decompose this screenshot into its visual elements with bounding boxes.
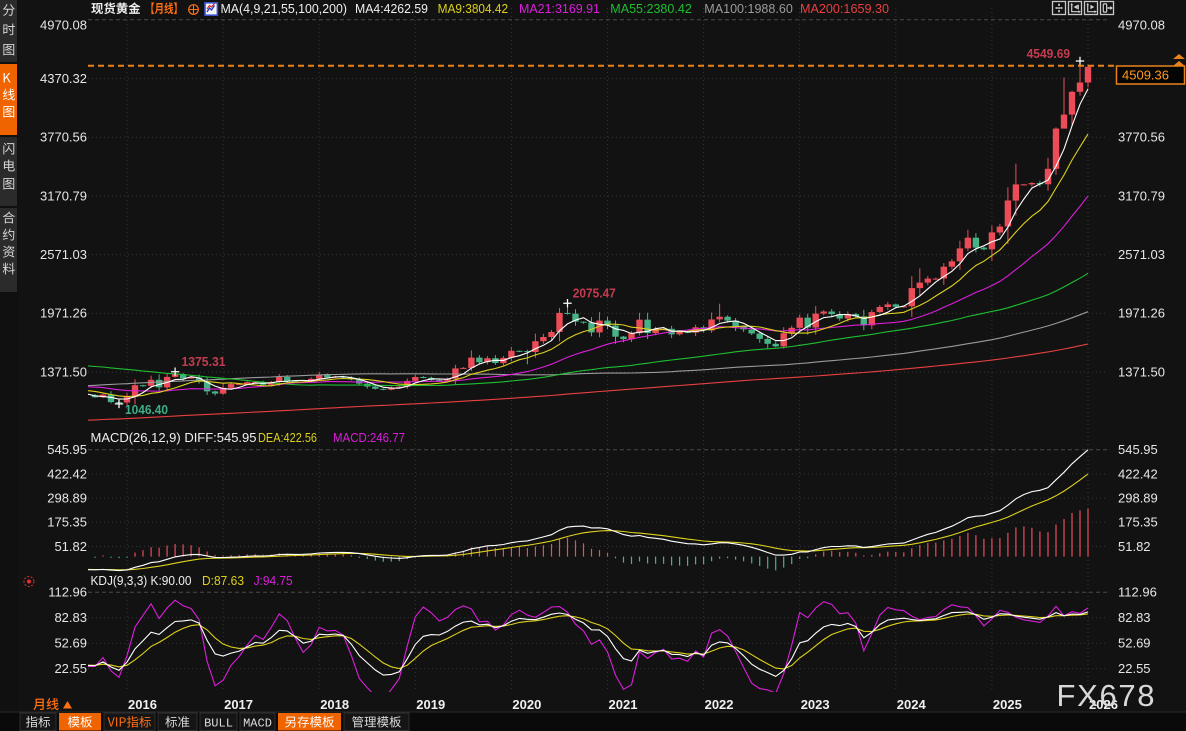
svg-text:MA100:1988.60: MA100:1988.60 <box>704 1 793 16</box>
svg-text:MA9:3804.42: MA9:3804.42 <box>438 1 509 16</box>
svg-text:MA4:4262.59: MA4:4262.59 <box>355 1 428 16</box>
svg-text:2020: 2020 <box>512 697 541 712</box>
svg-text:2571.03: 2571.03 <box>40 247 87 262</box>
svg-text:1971.26: 1971.26 <box>40 306 87 321</box>
svg-text:422.42: 422.42 <box>1118 466 1158 481</box>
svg-text:51.82: 51.82 <box>54 539 87 554</box>
svg-text:1371.50: 1371.50 <box>1118 364 1165 379</box>
svg-text:MACD:246.77: MACD:246.77 <box>333 430 405 445</box>
svg-text:112.96: 112.96 <box>1118 585 1157 600</box>
svg-text:FX678: FX678 <box>1057 678 1155 713</box>
svg-text:2571.03: 2571.03 <box>1118 247 1165 262</box>
svg-text:2019: 2019 <box>416 697 445 712</box>
svg-text:2021: 2021 <box>609 697 638 712</box>
svg-text:BULL: BULL <box>204 717 233 731</box>
svg-text:2026: 2026 <box>1089 697 1118 712</box>
svg-text:4970.08: 4970.08 <box>40 17 87 32</box>
svg-text:1971.26: 1971.26 <box>1118 306 1165 321</box>
svg-text:22.55: 22.55 <box>54 661 87 676</box>
svg-text:2022: 2022 <box>705 697 734 712</box>
svg-text:3770.56: 3770.56 <box>1118 130 1165 145</box>
svg-text:175.35: 175.35 <box>47 515 87 530</box>
svg-text:4370.32: 4370.32 <box>40 71 87 86</box>
svg-text:422.42: 422.42 <box>47 466 87 481</box>
svg-text:545.95: 545.95 <box>1118 442 1158 457</box>
svg-text:3770.56: 3770.56 <box>40 130 87 145</box>
svg-text:82.83: 82.83 <box>54 610 87 625</box>
svg-text:MA21:3169.91: MA21:3169.91 <box>519 1 600 16</box>
svg-text:2075.47: 2075.47 <box>573 287 616 301</box>
svg-text:112.96: 112.96 <box>48 585 87 600</box>
svg-text:MA(4,9,21,55,100,200): MA(4,9,21,55,100,200) <box>221 1 348 16</box>
svg-text:J:94.75: J:94.75 <box>254 573 293 588</box>
svg-text:1046.40: 1046.40 <box>125 403 168 417</box>
svg-text:52.69: 52.69 <box>1118 636 1151 651</box>
svg-text:1371.50: 1371.50 <box>40 364 87 379</box>
svg-text:298.89: 298.89 <box>1118 490 1158 505</box>
svg-text:MA200:1659.30: MA200:1659.30 <box>800 1 889 16</box>
svg-text:545.95: 545.95 <box>47 442 87 457</box>
svg-text:82.83: 82.83 <box>1118 610 1151 625</box>
svg-text:175.35: 175.35 <box>1118 515 1158 530</box>
svg-text:22.55: 22.55 <box>1118 661 1151 676</box>
svg-text:4509.36: 4509.36 <box>1122 68 1169 83</box>
svg-text:2024: 2024 <box>897 697 927 712</box>
svg-text:D:87.63: D:87.63 <box>202 573 244 588</box>
svg-text:1375.31: 1375.31 <box>182 355 226 369</box>
svg-text:DEA:422.56: DEA:422.56 <box>258 430 317 445</box>
svg-text:3170.79: 3170.79 <box>1118 188 1165 203</box>
svg-text:3170.79: 3170.79 <box>40 188 87 203</box>
svg-text:52.69: 52.69 <box>54 636 87 651</box>
svg-text:MACD(26,12,9) DIFF:545.95: MACD(26,12,9) DIFF:545.95 <box>91 430 257 445</box>
svg-text:2018: 2018 <box>320 697 349 712</box>
svg-text:KDJ(9,3,3) K:90.00: KDJ(9,3,3) K:90.00 <box>91 573 192 588</box>
svg-text:2016: 2016 <box>128 697 157 712</box>
svg-text:MACD: MACD <box>243 717 272 731</box>
svg-text:MA55:2380.42: MA55:2380.42 <box>610 1 692 16</box>
svg-text:4549.69: 4549.69 <box>1027 47 1071 61</box>
svg-text:2017: 2017 <box>224 697 253 712</box>
svg-text:2023: 2023 <box>801 697 830 712</box>
svg-text:298.89: 298.89 <box>47 490 87 505</box>
svg-text:2025: 2025 <box>993 697 1022 712</box>
svg-text:4970.08: 4970.08 <box>1118 17 1165 32</box>
svg-text:51.82: 51.82 <box>1118 539 1151 554</box>
